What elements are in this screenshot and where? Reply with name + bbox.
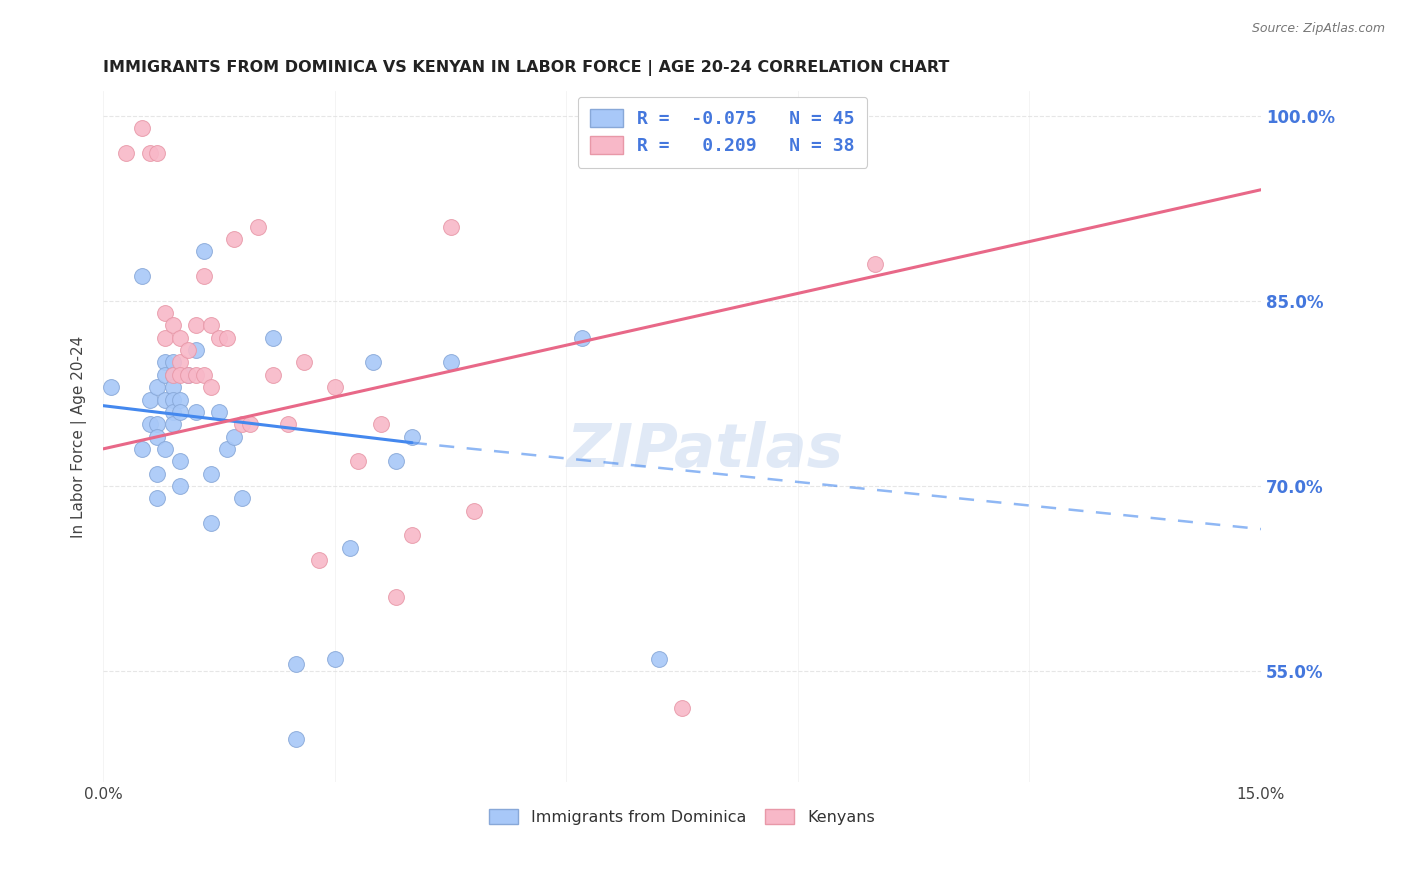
- Point: [262, 368, 284, 382]
- Point: [169, 405, 191, 419]
- Point: [146, 491, 169, 506]
- Point: [153, 331, 176, 345]
- Point: [292, 355, 315, 369]
- Point: [401, 528, 423, 542]
- Y-axis label: In Labor Force | Age 20-24: In Labor Force | Age 20-24: [72, 335, 87, 538]
- Point: [200, 380, 222, 394]
- Text: ZIPatlas: ZIPatlas: [567, 421, 844, 480]
- Point: [153, 442, 176, 456]
- Point: [323, 380, 346, 394]
- Point: [277, 417, 299, 432]
- Point: [177, 343, 200, 358]
- Point: [146, 380, 169, 394]
- Point: [131, 442, 153, 456]
- Point: [153, 368, 176, 382]
- Legend: Immigrants from Dominica, Kenyans: Immigrants from Dominica, Kenyans: [481, 801, 883, 833]
- Point: [285, 731, 308, 746]
- Point: [146, 145, 169, 160]
- Point: [153, 355, 176, 369]
- Point: [439, 355, 461, 369]
- Point: [153, 306, 176, 320]
- Point: [193, 269, 215, 284]
- Point: [385, 454, 408, 468]
- Point: [285, 657, 308, 671]
- Point: [146, 417, 169, 432]
- Point: [648, 651, 671, 665]
- Point: [231, 417, 253, 432]
- Point: [200, 467, 222, 481]
- Point: [177, 368, 200, 382]
- Point: [401, 429, 423, 443]
- Point: [162, 392, 184, 407]
- Point: [262, 331, 284, 345]
- Point: [215, 442, 238, 456]
- Point: [224, 429, 246, 443]
- Point: [162, 368, 184, 382]
- Point: [193, 368, 215, 382]
- Point: [463, 503, 485, 517]
- Point: [138, 417, 160, 432]
- Point: [115, 145, 138, 160]
- Point: [215, 331, 238, 345]
- Point: [138, 392, 160, 407]
- Point: [184, 368, 207, 382]
- Point: [162, 405, 184, 419]
- Point: [177, 368, 200, 382]
- Text: Source: ZipAtlas.com: Source: ZipAtlas.com: [1251, 22, 1385, 36]
- Point: [162, 380, 184, 394]
- Point: [224, 232, 246, 246]
- Point: [169, 392, 191, 407]
- Point: [162, 355, 184, 369]
- Point: [193, 244, 215, 259]
- Point: [571, 331, 593, 345]
- Point: [200, 516, 222, 530]
- Point: [385, 590, 408, 604]
- Point: [370, 417, 392, 432]
- Point: [169, 331, 191, 345]
- Point: [153, 392, 176, 407]
- Point: [863, 257, 886, 271]
- Point: [146, 429, 169, 443]
- Point: [208, 405, 231, 419]
- Point: [138, 145, 160, 160]
- Point: [131, 121, 153, 136]
- Text: IMMIGRANTS FROM DOMINICA VS KENYAN IN LABOR FORCE | AGE 20-24 CORRELATION CHART: IMMIGRANTS FROM DOMINICA VS KENYAN IN LA…: [103, 60, 949, 76]
- Point: [169, 479, 191, 493]
- Point: [363, 355, 385, 369]
- Point: [131, 269, 153, 284]
- Point: [184, 318, 207, 333]
- Point: [339, 541, 361, 555]
- Point: [184, 343, 207, 358]
- Point: [162, 318, 184, 333]
- Point: [200, 318, 222, 333]
- Point: [347, 454, 370, 468]
- Point: [239, 417, 262, 432]
- Point: [439, 219, 461, 234]
- Point: [146, 467, 169, 481]
- Point: [208, 331, 231, 345]
- Point: [323, 651, 346, 665]
- Point: [308, 553, 330, 567]
- Point: [169, 355, 191, 369]
- Point: [246, 219, 269, 234]
- Point: [184, 405, 207, 419]
- Point: [169, 368, 191, 382]
- Point: [100, 380, 122, 394]
- Point: [162, 368, 184, 382]
- Point: [671, 701, 693, 715]
- Point: [231, 491, 253, 506]
- Point: [162, 417, 184, 432]
- Point: [169, 454, 191, 468]
